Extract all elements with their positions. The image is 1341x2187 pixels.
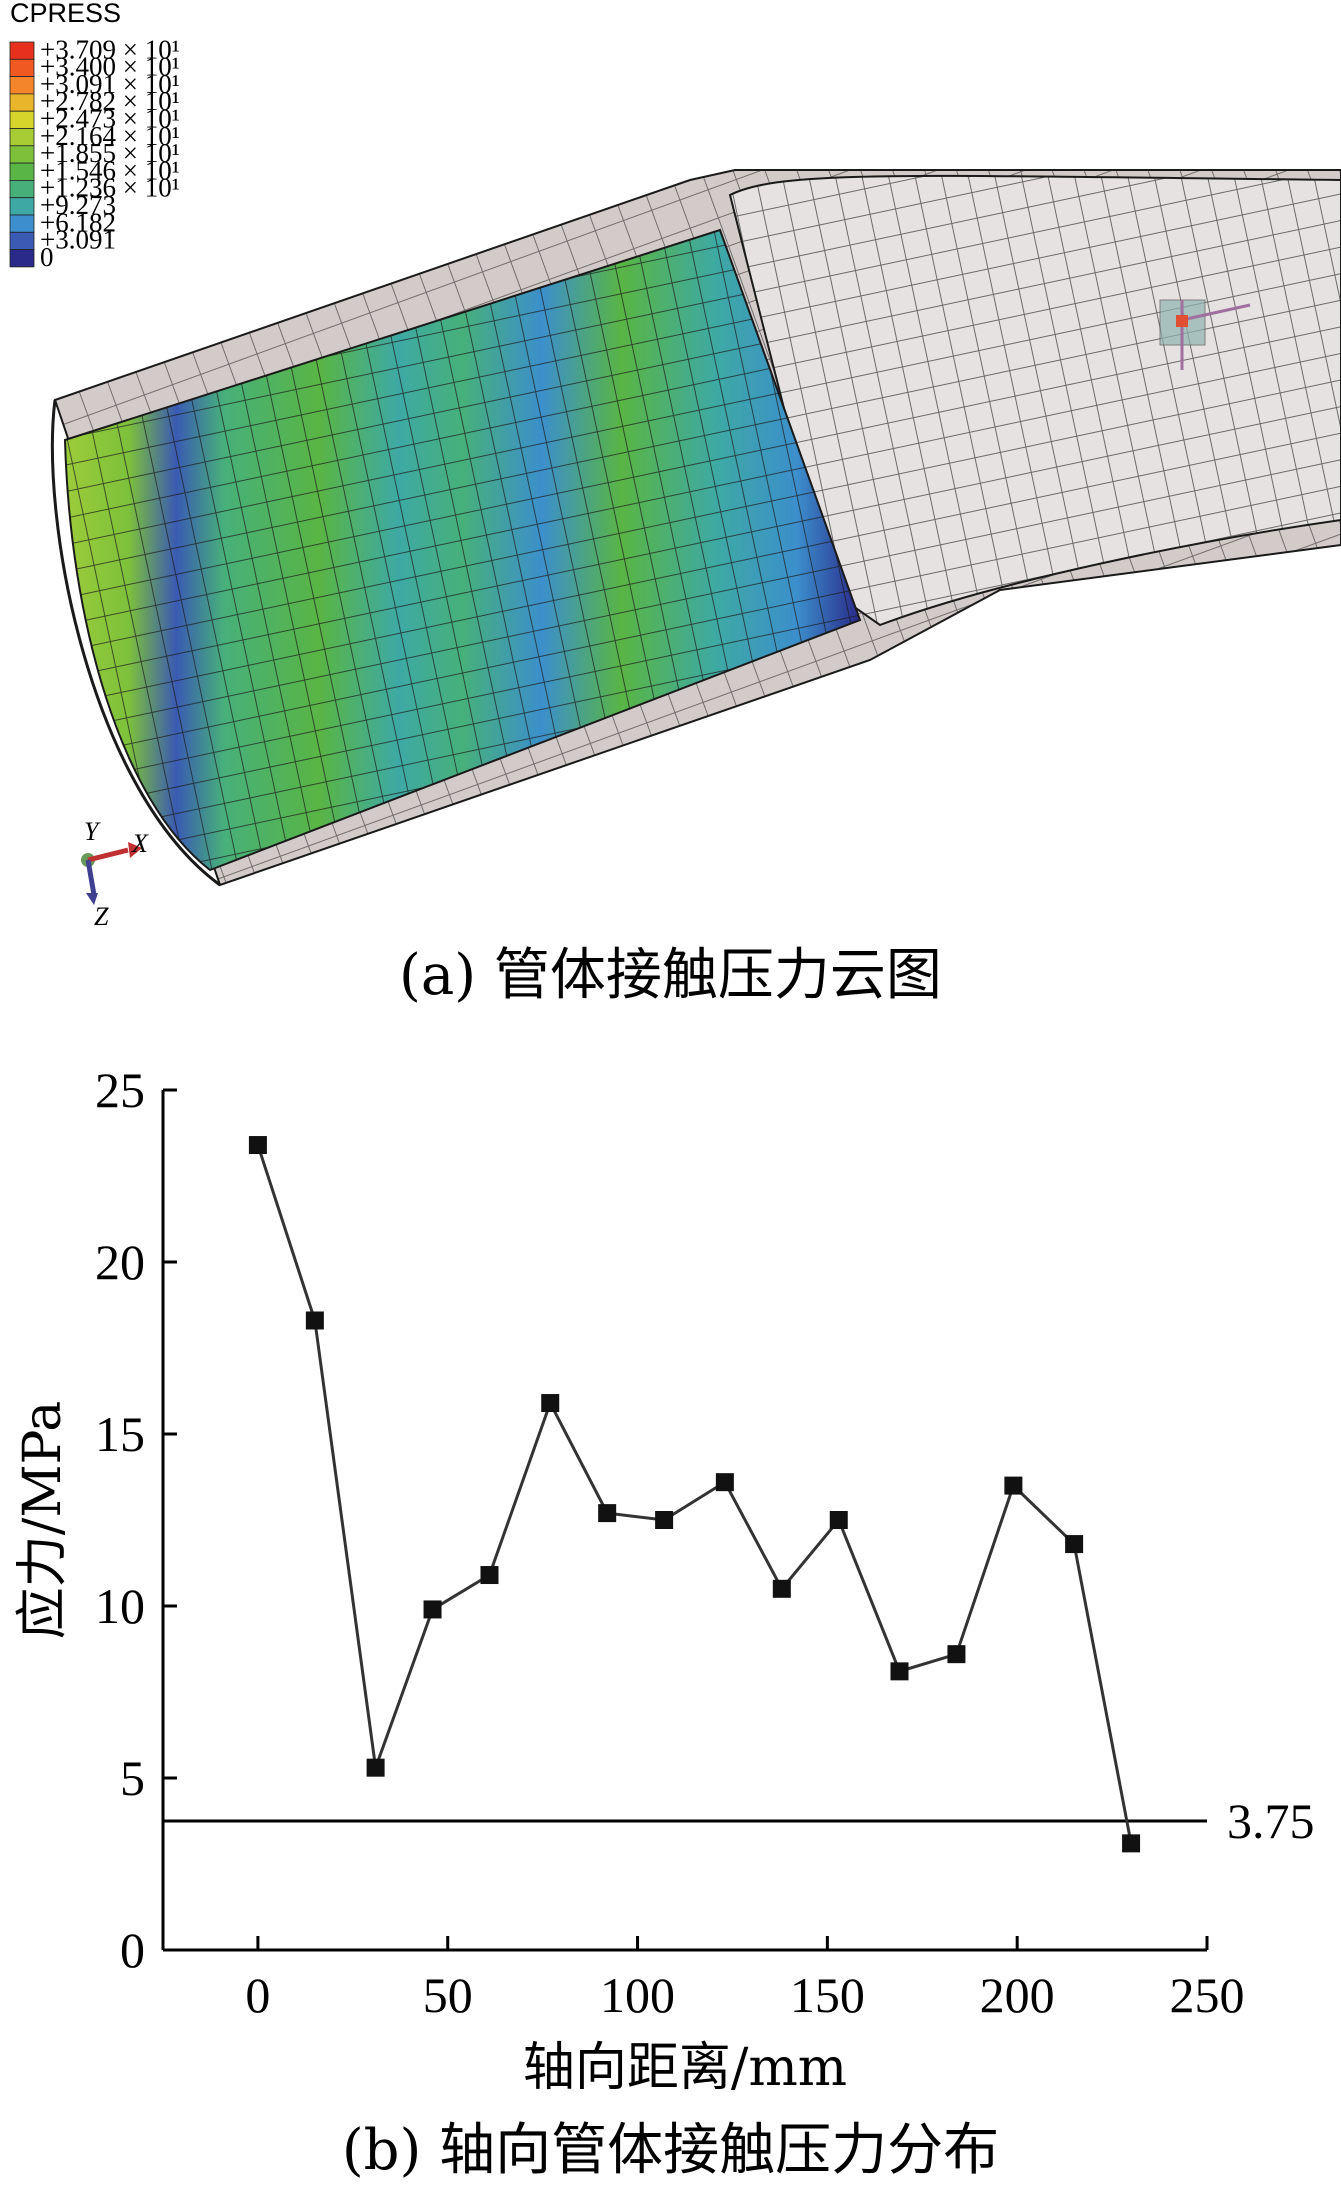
series-points: [248, 1136, 1141, 1853]
legend-entry-label: +9.273: [40, 190, 116, 220]
data-point: [655, 1511, 674, 1529]
legend-swatch: [9, 162, 35, 181]
legend-entry-label: 0: [40, 242, 54, 272]
triad-y-label: Y: [84, 817, 101, 846]
legend-entry-label: +3.091 × 10¹: [40, 69, 180, 99]
data-point: [1004, 1476, 1023, 1495]
caption-a: (a) 管体接触压力云图: [399, 943, 942, 1008]
legend-swatch: [9, 128, 35, 147]
legend-swatch: [9, 41, 35, 60]
data-point: [772, 1579, 791, 1598]
y-tick-label: 15: [95, 1406, 145, 1462]
legend-swatch: [9, 214, 35, 233]
x-tick-label: 200: [980, 1967, 1055, 2023]
data-point: [715, 1473, 734, 1492]
reference-line-label: 3.75: [1227, 1793, 1315, 1849]
data-point: [1065, 1535, 1084, 1554]
x-tick-label: 50: [423, 1967, 473, 2023]
legend-entry-label: +3.091: [40, 225, 116, 255]
triad-x-label: X: [131, 829, 149, 858]
series-polyline: [256, 1144, 1133, 1844]
data-point: [366, 1758, 385, 1777]
legend-swatch: [9, 231, 35, 251]
x-tick-label: 250: [1170, 1967, 1245, 2023]
reference-line: 3.75: [163, 1793, 1315, 1849]
legend-entry-label: +2.782 × 10¹: [40, 86, 180, 116]
data-point: [480, 1566, 499, 1585]
data-point: [947, 1645, 966, 1664]
axis-triad: X Y Z: [81, 817, 149, 930]
color-legend: CPRESS +3.709 × 10¹+3.400 × 10¹+3.091 × …: [9, 0, 180, 272]
legend-swatch: [9, 76, 35, 95]
x-tick-label: 0: [245, 1967, 270, 2023]
tube-right-mesh: [730, 175, 1341, 625]
data-point: [890, 1662, 909, 1681]
legend-swatch: [9, 249, 35, 268]
contact-band-mesh: [65, 230, 860, 870]
legend-entry-label: +6.182: [40, 207, 116, 237]
series-line: [256, 1144, 1133, 1844]
legend-title: CPRESS: [10, 0, 121, 28]
legend-entry-label: +2.164 × 10¹: [40, 121, 180, 151]
legend-entry-label: +3.709 × 10¹: [40, 34, 180, 64]
triad-z-label: Z: [94, 902, 109, 930]
legend-entry-label: +1.855 × 10¹: [40, 138, 180, 168]
y-tick-label: 5: [120, 1750, 145, 1806]
legend-swatch: [9, 145, 35, 164]
legend-swatch: [9, 58, 35, 77]
data-point: [1122, 1834, 1141, 1853]
data-point: [423, 1600, 442, 1619]
marker-glyph: [1159, 299, 1251, 370]
contour-figure: CPRESS +3.709 × 10¹+3.400 × 10¹+3.091 × …: [9, 0, 1341, 930]
data-point: [305, 1311, 324, 1330]
y-tick-label: 25: [95, 1062, 145, 1118]
x-tick-label: 100: [600, 1967, 675, 2023]
tube-open-end: [50, 399, 221, 887]
x-axis-title: 轴向距离/mm: [523, 2038, 847, 2098]
legend-swatch: [9, 197, 35, 216]
legend-swatch: [9, 93, 35, 112]
legend-swatch: [9, 110, 35, 129]
legend-entry-label: +1.236 × 10¹: [40, 173, 180, 203]
y-tick-label: 10: [95, 1578, 145, 1634]
triad-x-arrow: [87, 847, 129, 863]
data-point: [248, 1136, 267, 1155]
y-tick-label: 0: [120, 1922, 145, 1978]
y-axis-title: 应力/MPa: [13, 1401, 73, 1639]
legend-entry-label: +2.473 × 10¹: [40, 104, 180, 134]
caption-b: (b) 轴向管体接触压力分布: [341, 2118, 1000, 2183]
y-tick-label: 20: [95, 1234, 145, 1290]
data-point: [598, 1504, 617, 1523]
legend-entry-label: +3.400 × 10¹: [40, 52, 180, 82]
legend-swatch: [9, 179, 35, 199]
x-tick-label: 150: [790, 1967, 865, 2023]
legend-entry-label: +1.546 × 10¹: [40, 155, 180, 185]
data-point: [829, 1511, 848, 1529]
triad-z-arrow: [85, 859, 97, 896]
data-point: [541, 1394, 560, 1413]
